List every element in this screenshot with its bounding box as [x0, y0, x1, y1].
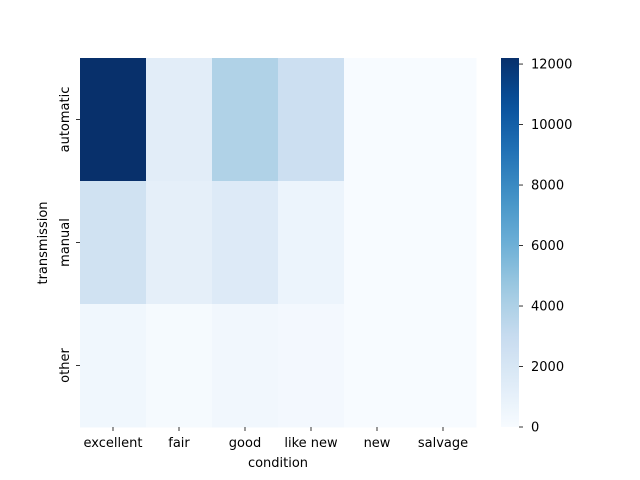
- colorbar: [501, 58, 519, 427]
- y-axis-label: transmission: [36, 201, 51, 284]
- colorbar-tick-label: 8000: [531, 179, 564, 194]
- heatmap-cell: [278, 58, 345, 182]
- x-tick-label: fair: [168, 436, 190, 451]
- y-tick-label: automatic: [58, 87, 73, 153]
- heatmap-cell: [344, 304, 411, 428]
- heatmap-cell: [344, 58, 411, 182]
- colorbar-tick-label: 4000: [531, 300, 564, 315]
- colorbar-tick-label: 0: [531, 421, 539, 436]
- heatmap-cell: [278, 304, 345, 428]
- heatmap-cell: [212, 304, 279, 428]
- heatmap-cells: [80, 58, 477, 428]
- x-tick-label: salvage: [418, 436, 468, 451]
- x-axis-ticks: excellent fair good like new new salvage: [84, 427, 468, 451]
- x-axis-label: condition: [248, 456, 308, 471]
- y-tick-label: manual: [58, 218, 73, 267]
- colorbar-tick-label: 12000: [531, 58, 572, 73]
- x-tick-label: good: [229, 436, 261, 451]
- colorbar-tick-label: 6000: [531, 239, 564, 254]
- y-tick-label: other: [58, 348, 73, 383]
- heatmap-cell: [278, 181, 345, 305]
- heatmap-cell: [212, 181, 279, 305]
- heatmap-cell: [410, 58, 477, 182]
- heatmap-cell: [146, 181, 213, 305]
- x-tick-label: like new: [284, 436, 338, 451]
- heatmap-cell: [146, 304, 213, 428]
- x-tick-label: excellent: [84, 436, 143, 451]
- heatmap-cell: [80, 304, 147, 428]
- heatmap-cell: [146, 58, 213, 182]
- heatmap-cell: [80, 58, 147, 182]
- colorbar-tick-label: 10000: [531, 118, 572, 133]
- heatmap-cell: [80, 181, 147, 305]
- colorbar-tick-label: 2000: [531, 360, 564, 375]
- colorbar-ticks: 0 2000 4000 6000 8000 10000 12000: [519, 58, 572, 436]
- heatmap-cell: [212, 58, 279, 182]
- heatmap-cell: [344, 181, 411, 305]
- heatmap-cell: [410, 181, 477, 305]
- x-tick-label: new: [364, 436, 391, 451]
- y-axis-ticks: automatic manual other: [58, 87, 80, 383]
- heatmap-cell: [410, 304, 477, 428]
